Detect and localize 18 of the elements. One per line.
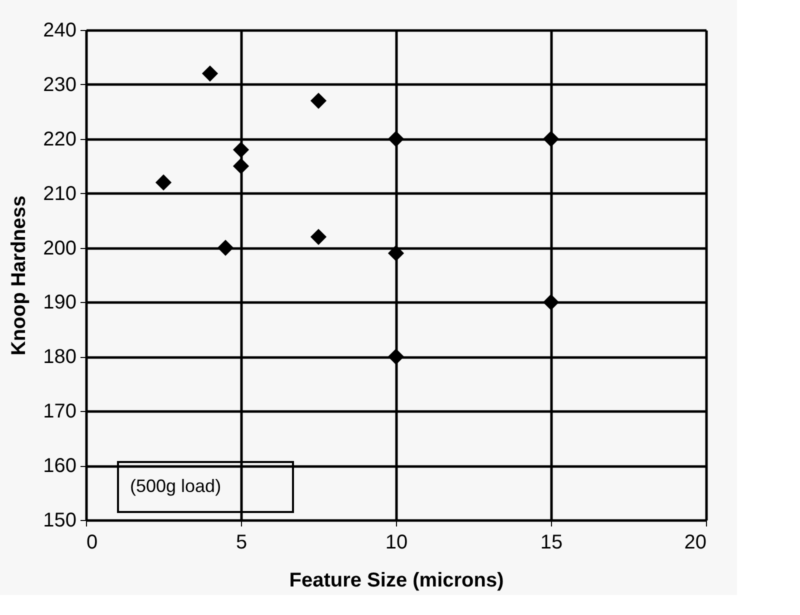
- y-tick-label: 180: [43, 346, 76, 368]
- y-tick-label: 230: [43, 74, 76, 96]
- x-tick-label: 10: [385, 532, 408, 554]
- annotation: (500g load): [130, 476, 222, 496]
- y-tick-label: 170: [43, 400, 76, 423]
- x-tick-label: 15: [540, 532, 563, 554]
- y-tick-label: 160: [43, 455, 76, 478]
- y-tick-label: 150: [43, 510, 76, 532]
- x-tick-label: 5: [236, 532, 248, 554]
- y-tick-label: 240: [43, 20, 76, 42]
- x-tick-label: 0: [86, 532, 98, 554]
- x-axis-title: Feature Size (microns): [289, 570, 504, 592]
- y-tick-label: 200: [43, 237, 76, 260]
- y-tick-label: 190: [43, 292, 76, 314]
- y-axis-title: Knoop Hardness: [8, 195, 30, 356]
- x-tick-label: 20: [684, 532, 706, 554]
- y-tick-label: 210: [43, 182, 76, 205]
- y-tick-label: 220: [43, 128, 76, 150]
